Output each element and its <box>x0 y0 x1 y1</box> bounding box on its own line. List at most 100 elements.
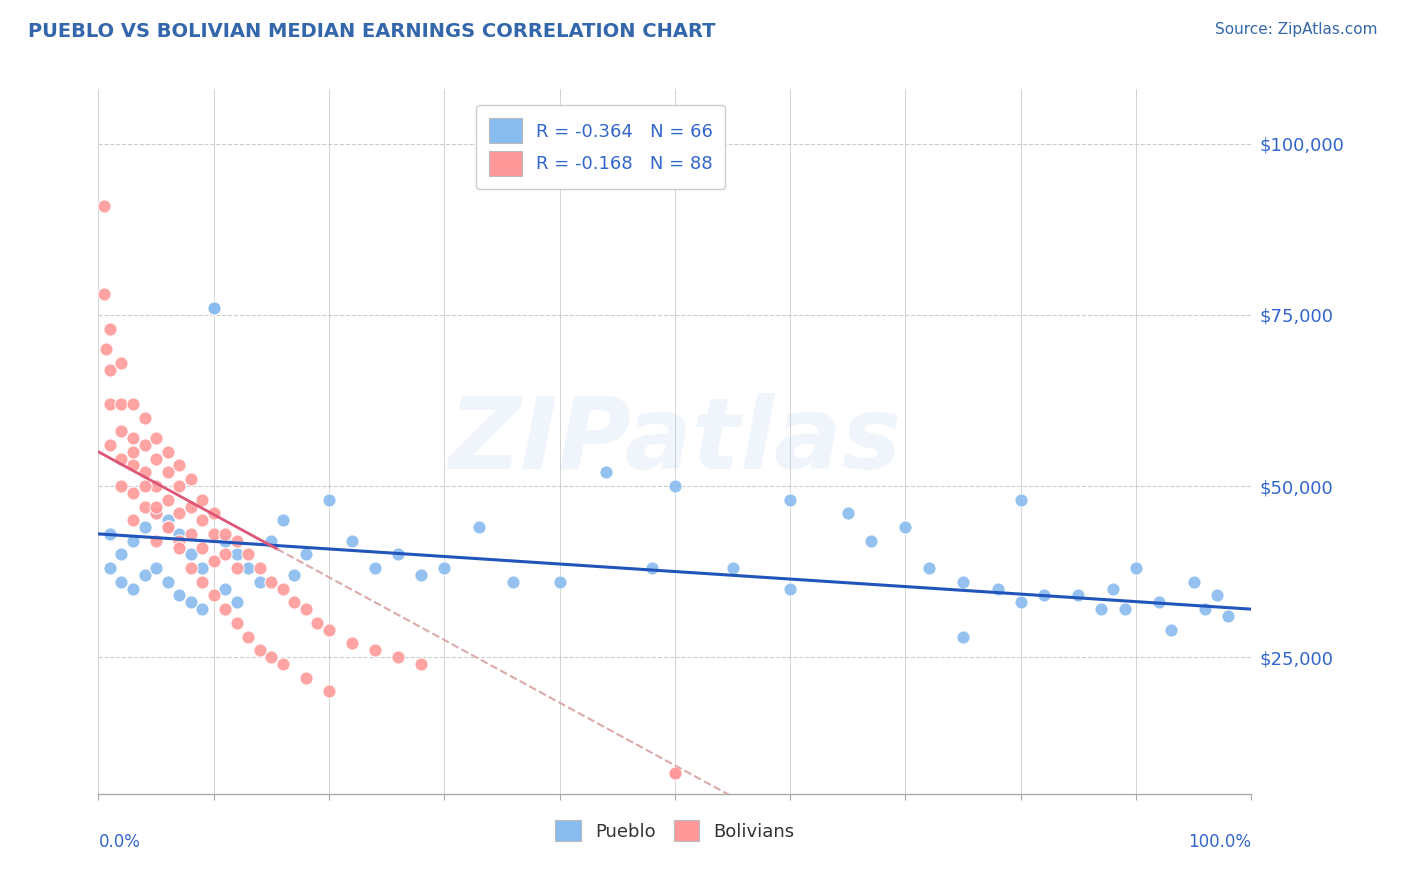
Point <box>167 479 190 493</box>
Point <box>318 492 340 507</box>
Point <box>664 766 686 780</box>
Point <box>721 561 744 575</box>
Point <box>1032 589 1054 603</box>
Point <box>180 595 202 609</box>
Point <box>318 623 340 637</box>
Point <box>167 507 190 521</box>
Point <box>859 533 882 548</box>
Point <box>122 445 145 459</box>
Point <box>98 397 121 411</box>
Point <box>167 458 190 473</box>
Point <box>225 595 247 609</box>
Point <box>191 602 214 616</box>
Legend: Pueblo, Bolivians: Pueblo, Bolivians <box>548 813 801 848</box>
Point <box>214 533 236 548</box>
Point <box>122 458 145 473</box>
Point <box>238 548 260 562</box>
Point <box>134 410 156 425</box>
Point <box>664 766 686 780</box>
Point <box>214 602 236 616</box>
Point <box>468 520 491 534</box>
Point <box>145 451 167 466</box>
Point <box>548 574 571 589</box>
Point <box>122 431 145 445</box>
Point <box>145 500 167 514</box>
Point <box>93 287 115 301</box>
Point <box>295 602 318 616</box>
Point <box>387 548 409 562</box>
Point <box>260 533 283 548</box>
Point <box>664 766 686 780</box>
Point <box>664 766 686 780</box>
Point <box>122 397 145 411</box>
Point <box>664 766 686 780</box>
Text: 100.0%: 100.0% <box>1188 832 1251 851</box>
Point <box>110 451 132 466</box>
Point <box>191 492 214 507</box>
Point <box>98 321 121 335</box>
Point <box>238 630 260 644</box>
Point <box>156 520 179 534</box>
Point <box>271 513 294 527</box>
Point <box>214 527 236 541</box>
Point <box>249 574 271 589</box>
Point <box>180 561 202 575</box>
Point <box>156 466 179 480</box>
Point <box>1090 602 1112 616</box>
Point <box>837 507 859 521</box>
Point <box>307 615 329 630</box>
Point <box>180 527 202 541</box>
Point <box>145 507 167 521</box>
Point <box>180 548 202 562</box>
Point <box>214 548 236 562</box>
Point <box>387 650 409 665</box>
Point <box>1067 589 1090 603</box>
Point <box>156 574 179 589</box>
Point <box>156 520 179 534</box>
Point <box>664 766 686 780</box>
Point <box>238 561 260 575</box>
Point <box>1102 582 1125 596</box>
Point <box>664 479 686 493</box>
Point <box>110 356 132 370</box>
Point <box>122 486 145 500</box>
Point <box>134 479 156 493</box>
Point <box>202 527 225 541</box>
Point <box>779 582 801 596</box>
Point <box>167 541 190 555</box>
Point <box>191 561 214 575</box>
Point <box>364 561 387 575</box>
Point <box>202 301 225 315</box>
Point <box>96 342 118 356</box>
Point <box>260 650 283 665</box>
Point <box>318 684 340 698</box>
Point <box>134 500 156 514</box>
Point <box>134 438 156 452</box>
Point <box>202 301 225 315</box>
Point <box>167 533 190 548</box>
Point <box>110 424 132 438</box>
Point <box>93 198 115 212</box>
Point <box>167 527 190 541</box>
Point <box>122 513 145 527</box>
Point <box>1205 589 1227 603</box>
Point <box>1010 595 1032 609</box>
Point <box>664 766 686 780</box>
Point <box>249 561 271 575</box>
Point <box>364 643 387 657</box>
Point <box>156 445 179 459</box>
Point <box>145 561 167 575</box>
Point <box>283 595 305 609</box>
Point <box>917 561 939 575</box>
Point <box>98 438 121 452</box>
Point <box>952 630 974 644</box>
Point <box>180 472 202 486</box>
Point <box>225 533 247 548</box>
Point <box>1194 602 1216 616</box>
Point <box>295 671 318 685</box>
Point <box>411 657 433 671</box>
Point <box>225 548 247 562</box>
Point <box>502 574 524 589</box>
Point <box>595 466 617 480</box>
Point <box>122 533 145 548</box>
